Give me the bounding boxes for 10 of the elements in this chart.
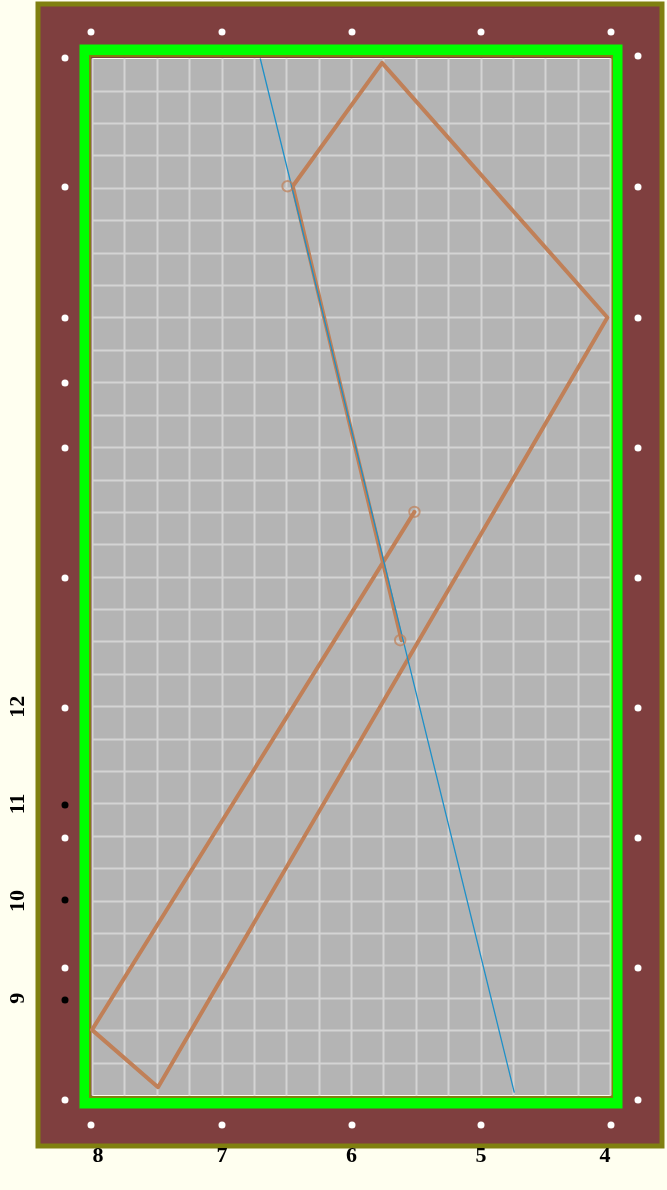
- x-tick-label: 8: [92, 1141, 104, 1167]
- x-tick-label: 5: [475, 1141, 487, 1167]
- line-series: [90, 60, 610, 1090]
- x-tick-label: 6: [346, 1141, 357, 1167]
- y-tick-label: 12: [3, 695, 29, 718]
- x-tick-label: 4: [599, 1141, 611, 1167]
- y-tick-label: 11: [3, 793, 29, 815]
- x-tick-label: 7: [216, 1141, 228, 1167]
- y-tick-label: 9: [3, 992, 29, 1004]
- y-tick-label: 10: [3, 890, 29, 913]
